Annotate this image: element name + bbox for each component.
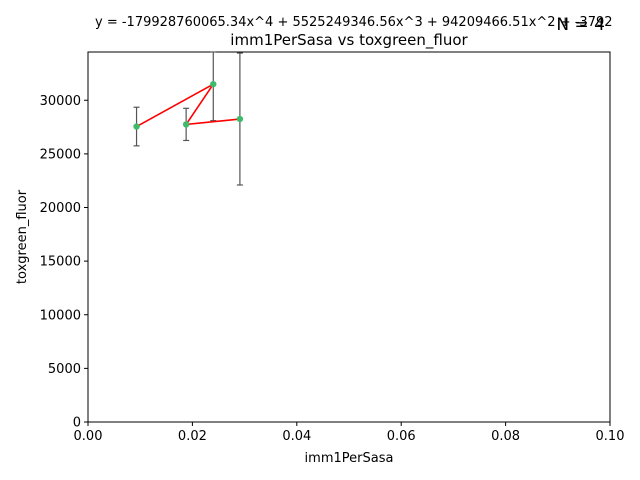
y-tick-label: 30000 — [40, 94, 81, 109]
data-point — [236, 115, 244, 123]
chart-title: imm1PerSasa vs toxgreen_fluor — [230, 31, 468, 50]
fit-line — [136, 83, 240, 128]
chart-annotation: N = 4 — [556, 15, 605, 35]
x-tick-label: 0.08 — [491, 429, 520, 444]
data-point — [210, 80, 217, 88]
y-tick-label: 0 — [73, 416, 81, 431]
y-tick-label: 25000 — [40, 147, 81, 162]
x-tick-label: 0.10 — [596, 429, 625, 444]
x-tick-label: 0.02 — [178, 429, 207, 444]
x-axis-label: imm1PerSasa — [305, 451, 394, 466]
y-tick-label: 10000 — [40, 308, 81, 323]
plot-frame — [87, 51, 611, 423]
data-point — [133, 123, 140, 130]
chart-equation: y = -179928760065.34x^4 + 5525249346.56x… — [95, 15, 613, 30]
plot-layer: 0.00 0.02 0.04 0.06 0.08 0.10 0 5000 10000 15000 2… — [40, 51, 625, 444]
x-tick-label: 0.06 — [387, 429, 416, 444]
x-tick-label: 0.00 — [74, 429, 103, 444]
y-axis-label: toxgreen_fluor — [15, 189, 30, 284]
x-tick-label: 0.04 — [282, 429, 311, 444]
y-tick-label: 15000 — [40, 255, 81, 270]
y-tick-label: 5000 — [48, 362, 81, 377]
data-point — [182, 121, 190, 128]
y-tick-label: 20000 — [40, 201, 81, 216]
